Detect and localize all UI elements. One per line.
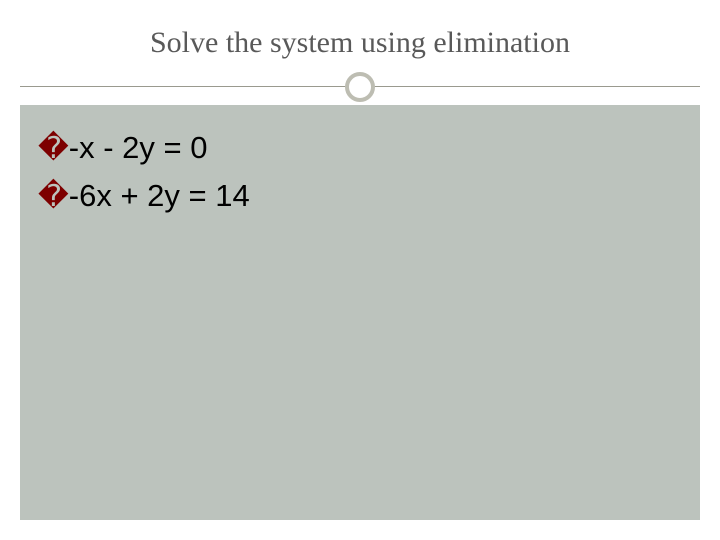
bullet-icon: � — [38, 182, 69, 212]
equation-text: -6x + 2y = 14 — [69, 175, 250, 217]
content-area: � -x - 2y = 0 � -6x + 2y = 14 — [20, 105, 700, 520]
circle-marker-icon — [345, 72, 375, 102]
list-item: � -6x + 2y = 14 — [38, 175, 682, 217]
slide: Solve the system using elimination � -x … — [0, 0, 720, 540]
equation-text: -x - 2y = 0 — [69, 127, 208, 169]
slide-title: Solve the system using elimination — [150, 26, 570, 60]
list-item: � -x - 2y = 0 — [38, 127, 682, 169]
bullet-icon: � — [38, 134, 69, 164]
